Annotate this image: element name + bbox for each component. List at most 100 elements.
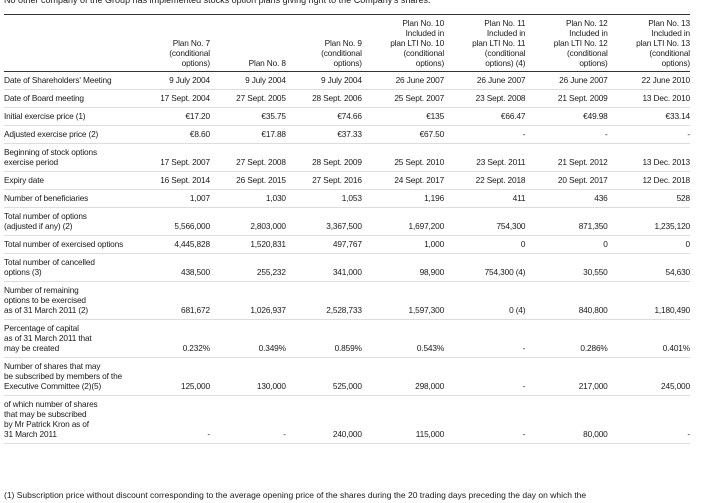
- table-cell: 0 (4): [509, 305, 526, 315]
- table-cell: €49.98: [583, 111, 608, 121]
- table-header: Plan No. 7 (conditional options) Plan No. 8…: [4, 14, 691, 72]
- table-cell: 80,000: [583, 429, 608, 439]
- row-label-line: by Mr Patrick Kron as of: [4, 419, 89, 429]
- row-label: Total number of exercised options: [4, 236, 134, 254]
- table-cell: 525,000: [332, 381, 362, 391]
- table-cell: €67.50: [419, 129, 445, 139]
- header-line: Included in: [405, 28, 445, 38]
- row-label-line: Percentage of capital: [4, 323, 79, 333]
- table-cell: 528: [676, 193, 691, 203]
- header-line: Plan No. 7: [172, 38, 210, 48]
- row-label-line: (adjusted if any) (2): [4, 221, 73, 231]
- table-cell: 1,007: [189, 193, 210, 203]
- header-line: plan LTI No. 12: [553, 38, 608, 48]
- table-cell: 25 Sept. 2007: [394, 93, 445, 103]
- table-cell: -: [283, 429, 286, 439]
- row-label-line: Number of remaining: [4, 285, 79, 295]
- table-cell: 22 Sept. 2018: [475, 175, 526, 185]
- table-cell: 2,803,000: [250, 221, 286, 231]
- table-cell: 1,196: [424, 193, 445, 203]
- table-cell: -: [522, 429, 526, 439]
- table-cell: 20 Sept. 2017: [557, 175, 608, 185]
- header-line: (conditional: [321, 48, 362, 58]
- table-cell: €35.75: [261, 111, 286, 121]
- table-cell: 27 Sept. 2005: [236, 93, 286, 103]
- table-cell: 115,000: [415, 429, 445, 439]
- row-label: Beginning of stock options exercise perio…: [4, 144, 134, 172]
- table-cell: 17 Sept. 2007: [160, 157, 210, 167]
- table-row: Number of beneficiaries 1,007 1,030 1,053 1,…: [4, 190, 690, 208]
- table-cell: 1,520,831: [250, 239, 286, 249]
- table-cell: €17.20: [185, 111, 210, 121]
- table-row: Date of Board meeting 17 Sept. 2004 27 Sep…: [4, 90, 690, 108]
- table-cell: 840,800: [578, 305, 608, 315]
- table-cell: 16 Sept. 2014: [160, 175, 210, 185]
- header-line: plan LTI No. 10: [390, 38, 445, 48]
- header-cell: [4, 14, 134, 72]
- table-row: Adjusted exercise price (2) €8.60 €17.88 €3…: [4, 126, 690, 144]
- table-row: Number of remaining options to be exercis…: [4, 282, 690, 320]
- header-line: Plan No. 9: [324, 38, 362, 48]
- table-cell: 681,672: [180, 305, 210, 315]
- table-cell: 23 Sept. 2008: [475, 93, 526, 103]
- row-label-line: that may be subscribed: [4, 409, 87, 419]
- table-cell: 28 Sept. 2009: [312, 157, 362, 167]
- table-cell: 871,350: [578, 221, 608, 231]
- table-cell: 21 Sept. 2012: [557, 157, 608, 167]
- table-cell: €8.60: [189, 129, 210, 139]
- table-cell: 0.543%: [416, 343, 445, 353]
- table-cell: 1,697,200: [408, 221, 445, 231]
- table-cell: 21 Sept. 2009: [557, 93, 608, 103]
- header-line: Plan No. 11: [484, 18, 526, 28]
- header-line: Included in: [569, 28, 608, 38]
- table-row: Percentage of capital as of 31 March 2011…: [4, 320, 690, 358]
- row-label-line: Beginning of stock options: [4, 147, 97, 157]
- header-cell: Plan No. 9 (conditional options): [285, 14, 362, 72]
- table-cell: €135: [426, 111, 445, 121]
- table-cell: 754,300: [496, 221, 526, 231]
- row-label-line: Executive Committee (2)(5): [4, 381, 102, 391]
- header-line: options): [181, 58, 210, 68]
- row-label-line: as of 31 March 2011 (2): [4, 305, 89, 315]
- row-label-line: Total number of cancelled: [4, 257, 95, 267]
- row-label-line: 31 March 2011: [4, 429, 57, 439]
- header-line: plan LTI No. 13: [636, 38, 690, 48]
- table-row: Total number of exercised options 4,445,8…: [4, 236, 690, 254]
- header-line: Plan No. 10: [402, 18, 445, 28]
- table-cell: 9 July 2004: [321, 75, 362, 85]
- table-cell: 30,550: [583, 267, 608, 277]
- header-cell: Plan No. 8: [209, 14, 286, 72]
- table-cell: 98,900: [419, 267, 445, 277]
- table-cell: 26 June 2007: [559, 75, 608, 85]
- row-label: Date of Shareholders' Meeting: [4, 72, 134, 90]
- row-label-line: Total number of options: [4, 211, 87, 221]
- row-label: Percentage of capital as of 31 March 2011…: [4, 320, 134, 358]
- intro-text: No other company of the Group has implem…: [4, 0, 431, 5]
- row-label: Total number of options (adjusted if any)…: [4, 208, 134, 236]
- table-cell: 1,235,120: [654, 221, 690, 231]
- header-line: (conditional: [484, 48, 526, 58]
- table-row: of which number of shares that may be sub…: [4, 396, 690, 444]
- table-cell: 1,597,300: [408, 305, 445, 315]
- table-cell: -: [522, 129, 526, 139]
- row-label: Number of beneficiaries: [4, 190, 134, 208]
- table-cell: 255,232: [256, 267, 286, 277]
- table-cell: 3,367,500: [326, 221, 362, 231]
- table-cell: 26 June 2007: [395, 75, 445, 85]
- table-cell: 411: [512, 193, 526, 203]
- table-cell: -: [605, 129, 608, 139]
- table-cell: 0.232%: [182, 343, 210, 353]
- header-line: Plan No. 12: [565, 18, 608, 28]
- table-row: Total number of options (adjusted if any)…: [4, 208, 690, 236]
- row-label-line: Total number of exercised options: [4, 239, 124, 249]
- table-body: Date of Shareholders' Meeting 9 July 2004…: [4, 72, 690, 444]
- header-cell: Plan No. 10 Included in plan LTI No. 10 (co…: [361, 14, 445, 72]
- header-line: Included in: [651, 28, 691, 38]
- table-cell: 1,180,490: [654, 305, 690, 315]
- table-cell: €37.33: [337, 129, 362, 139]
- table-cell: 9 July 2004: [169, 75, 210, 85]
- footnote: (1) Subscription price without discount …: [4, 490, 587, 500]
- table-cell: 2,528,733: [326, 305, 362, 315]
- row-label-line: exercise period: [4, 157, 59, 167]
